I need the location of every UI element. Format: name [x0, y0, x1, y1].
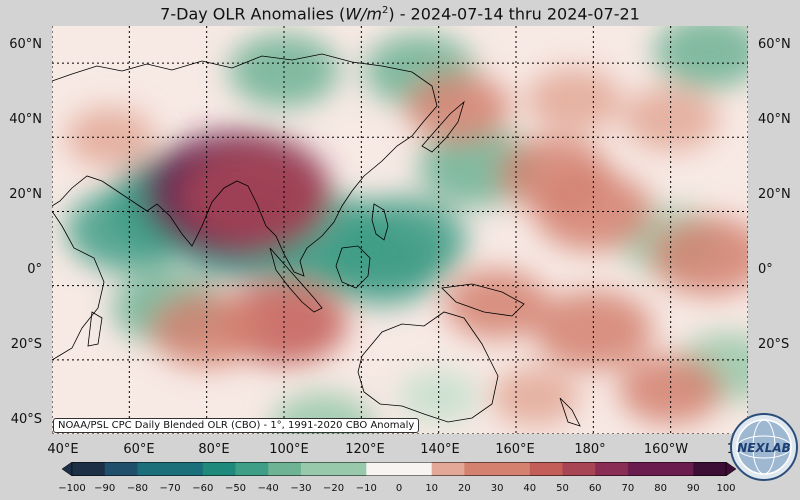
- anomaly-region: [491, 367, 580, 427]
- lat-label-right: 40°N: [758, 112, 791, 127]
- colorbar-tick-label: −20: [323, 483, 345, 494]
- lat-label-right: 20°S: [758, 337, 790, 352]
- lat-label-right: 0°: [758, 262, 773, 277]
- colorbar-cell: [366, 462, 400, 476]
- anomaly-region: [228, 33, 340, 108]
- lon-label: 40°E: [47, 442, 79, 457]
- anomaly-region: [151, 293, 263, 368]
- lat-label-left: 40°S: [10, 412, 42, 427]
- lon-label: 120°E: [345, 442, 385, 457]
- colorbar-cell: [399, 462, 433, 476]
- colorbar-cell: [170, 462, 204, 476]
- colorbar-cell: [497, 462, 531, 476]
- lat-label-left: 20°S: [10, 337, 42, 352]
- lon-label: 180°: [574, 442, 606, 457]
- colorbar-tick-label: −70: [159, 483, 181, 494]
- colorbar-tick-label: 0: [395, 483, 403, 494]
- colorbar-tick-label: 70: [621, 483, 635, 494]
- lat-label-left: 0°: [27, 262, 42, 277]
- colorbar-max-arrow: [725, 462, 736, 476]
- colorbar-cell: [595, 462, 629, 476]
- lon-label: 160°E: [495, 442, 535, 457]
- lon-label: 100°E: [269, 442, 309, 457]
- colorbar-cell: [333, 462, 367, 476]
- anomaly-region: [618, 354, 723, 424]
- colorbar-tick-label: 80: [654, 483, 667, 494]
- anomaly-region: [653, 26, 748, 89]
- lat-label-left: 20°N: [9, 187, 42, 202]
- colorbar-cell: [529, 462, 563, 476]
- anomaly-region: [534, 290, 653, 370]
- coastline-africa: [52, 210, 105, 361]
- coastline-asia: [52, 53, 438, 277]
- lat-label-right: 60°N: [758, 37, 791, 52]
- coastlines: [52, 53, 581, 427]
- colorbar-tick-label: 50: [556, 483, 569, 494]
- coastline-australia: [357, 311, 499, 423]
- map-title: 7-Day OLR Anomalies (W/m2) - 2024-07-14 …: [160, 4, 640, 24]
- anomaly-region: [444, 269, 549, 339]
- colorbar-cell: [693, 462, 727, 476]
- colorbar-cell: [202, 462, 236, 476]
- anomaly-region: [317, 221, 444, 306]
- colorbar-tick-label: 20: [458, 483, 471, 494]
- colorbar-tick-label: 90: [686, 483, 700, 494]
- anomaly-region: [65, 107, 155, 167]
- colorbar-cell: [137, 462, 171, 476]
- colorbar-tick-label: −90: [94, 483, 116, 494]
- colorbar-cell: [627, 462, 662, 476]
- coastline-borneo: [335, 245, 371, 289]
- data-source-credit: NOAA/PSL CPC Daily Blended OLR (CBO) - 1…: [53, 418, 420, 433]
- anomaly-map: [52, 26, 748, 434]
- anomaly-region: [650, 216, 748, 296]
- colorbar-tick-label: −50: [224, 483, 247, 494]
- lat-label-right: 20°N: [758, 187, 791, 202]
- colorbar-cell: [562, 462, 596, 476]
- lon-label: 60°E: [123, 442, 155, 457]
- colorbar: [62, 462, 736, 476]
- coastline-sumatra: [269, 247, 323, 313]
- coastline-new-zealand: [559, 397, 581, 427]
- anomaly-region: [499, 137, 611, 212]
- colorbar-tick-label: 40: [523, 483, 537, 494]
- colorbar-tick-label: 30: [490, 483, 504, 494]
- colorbar-cell: [235, 462, 269, 476]
- colorbar-tick-label: −30: [290, 483, 312, 494]
- colorbar-cell: [431, 462, 465, 476]
- lat-label-left: 40°N: [9, 112, 42, 127]
- colorbar-tick-label: −100: [58, 483, 86, 494]
- anomaly-region: [526, 68, 622, 133]
- colorbar-cell: [268, 462, 302, 476]
- anomaly-region: [622, 86, 719, 151]
- nexlab-globe-logo[interactable]: NEXLAB: [729, 412, 799, 482]
- lon-label: 140°E: [420, 442, 460, 457]
- coastline-philippines: [371, 203, 389, 241]
- colorbar-tick-label: −80: [126, 483, 148, 494]
- colorbar-cell: [300, 462, 335, 476]
- colorbar-cell: [464, 462, 498, 476]
- coastline-madagascar: [87, 311, 103, 347]
- lon-label: 160°W: [643, 442, 689, 457]
- colorbar-tick-label: 60: [588, 483, 602, 494]
- svg-text:NEXLAB: NEXLAB: [737, 441, 791, 455]
- colorbar-min-arrow: [62, 462, 73, 476]
- colorbar-tick-label: −60: [192, 483, 214, 494]
- colorbar-tick-label: 100: [716, 483, 736, 494]
- lat-label-left: 60°N: [9, 37, 42, 52]
- colorbar-tick-label: −10: [355, 483, 377, 494]
- lon-label: 80°E: [198, 442, 230, 457]
- colorbar-cell: [72, 462, 106, 476]
- colorbar-tick-label: 10: [425, 483, 439, 494]
- colorbar-tick-label: −40: [257, 483, 279, 494]
- colorbar-cell: [660, 462, 694, 476]
- colorbar-cell: [104, 462, 138, 476]
- graticule: [52, 26, 748, 434]
